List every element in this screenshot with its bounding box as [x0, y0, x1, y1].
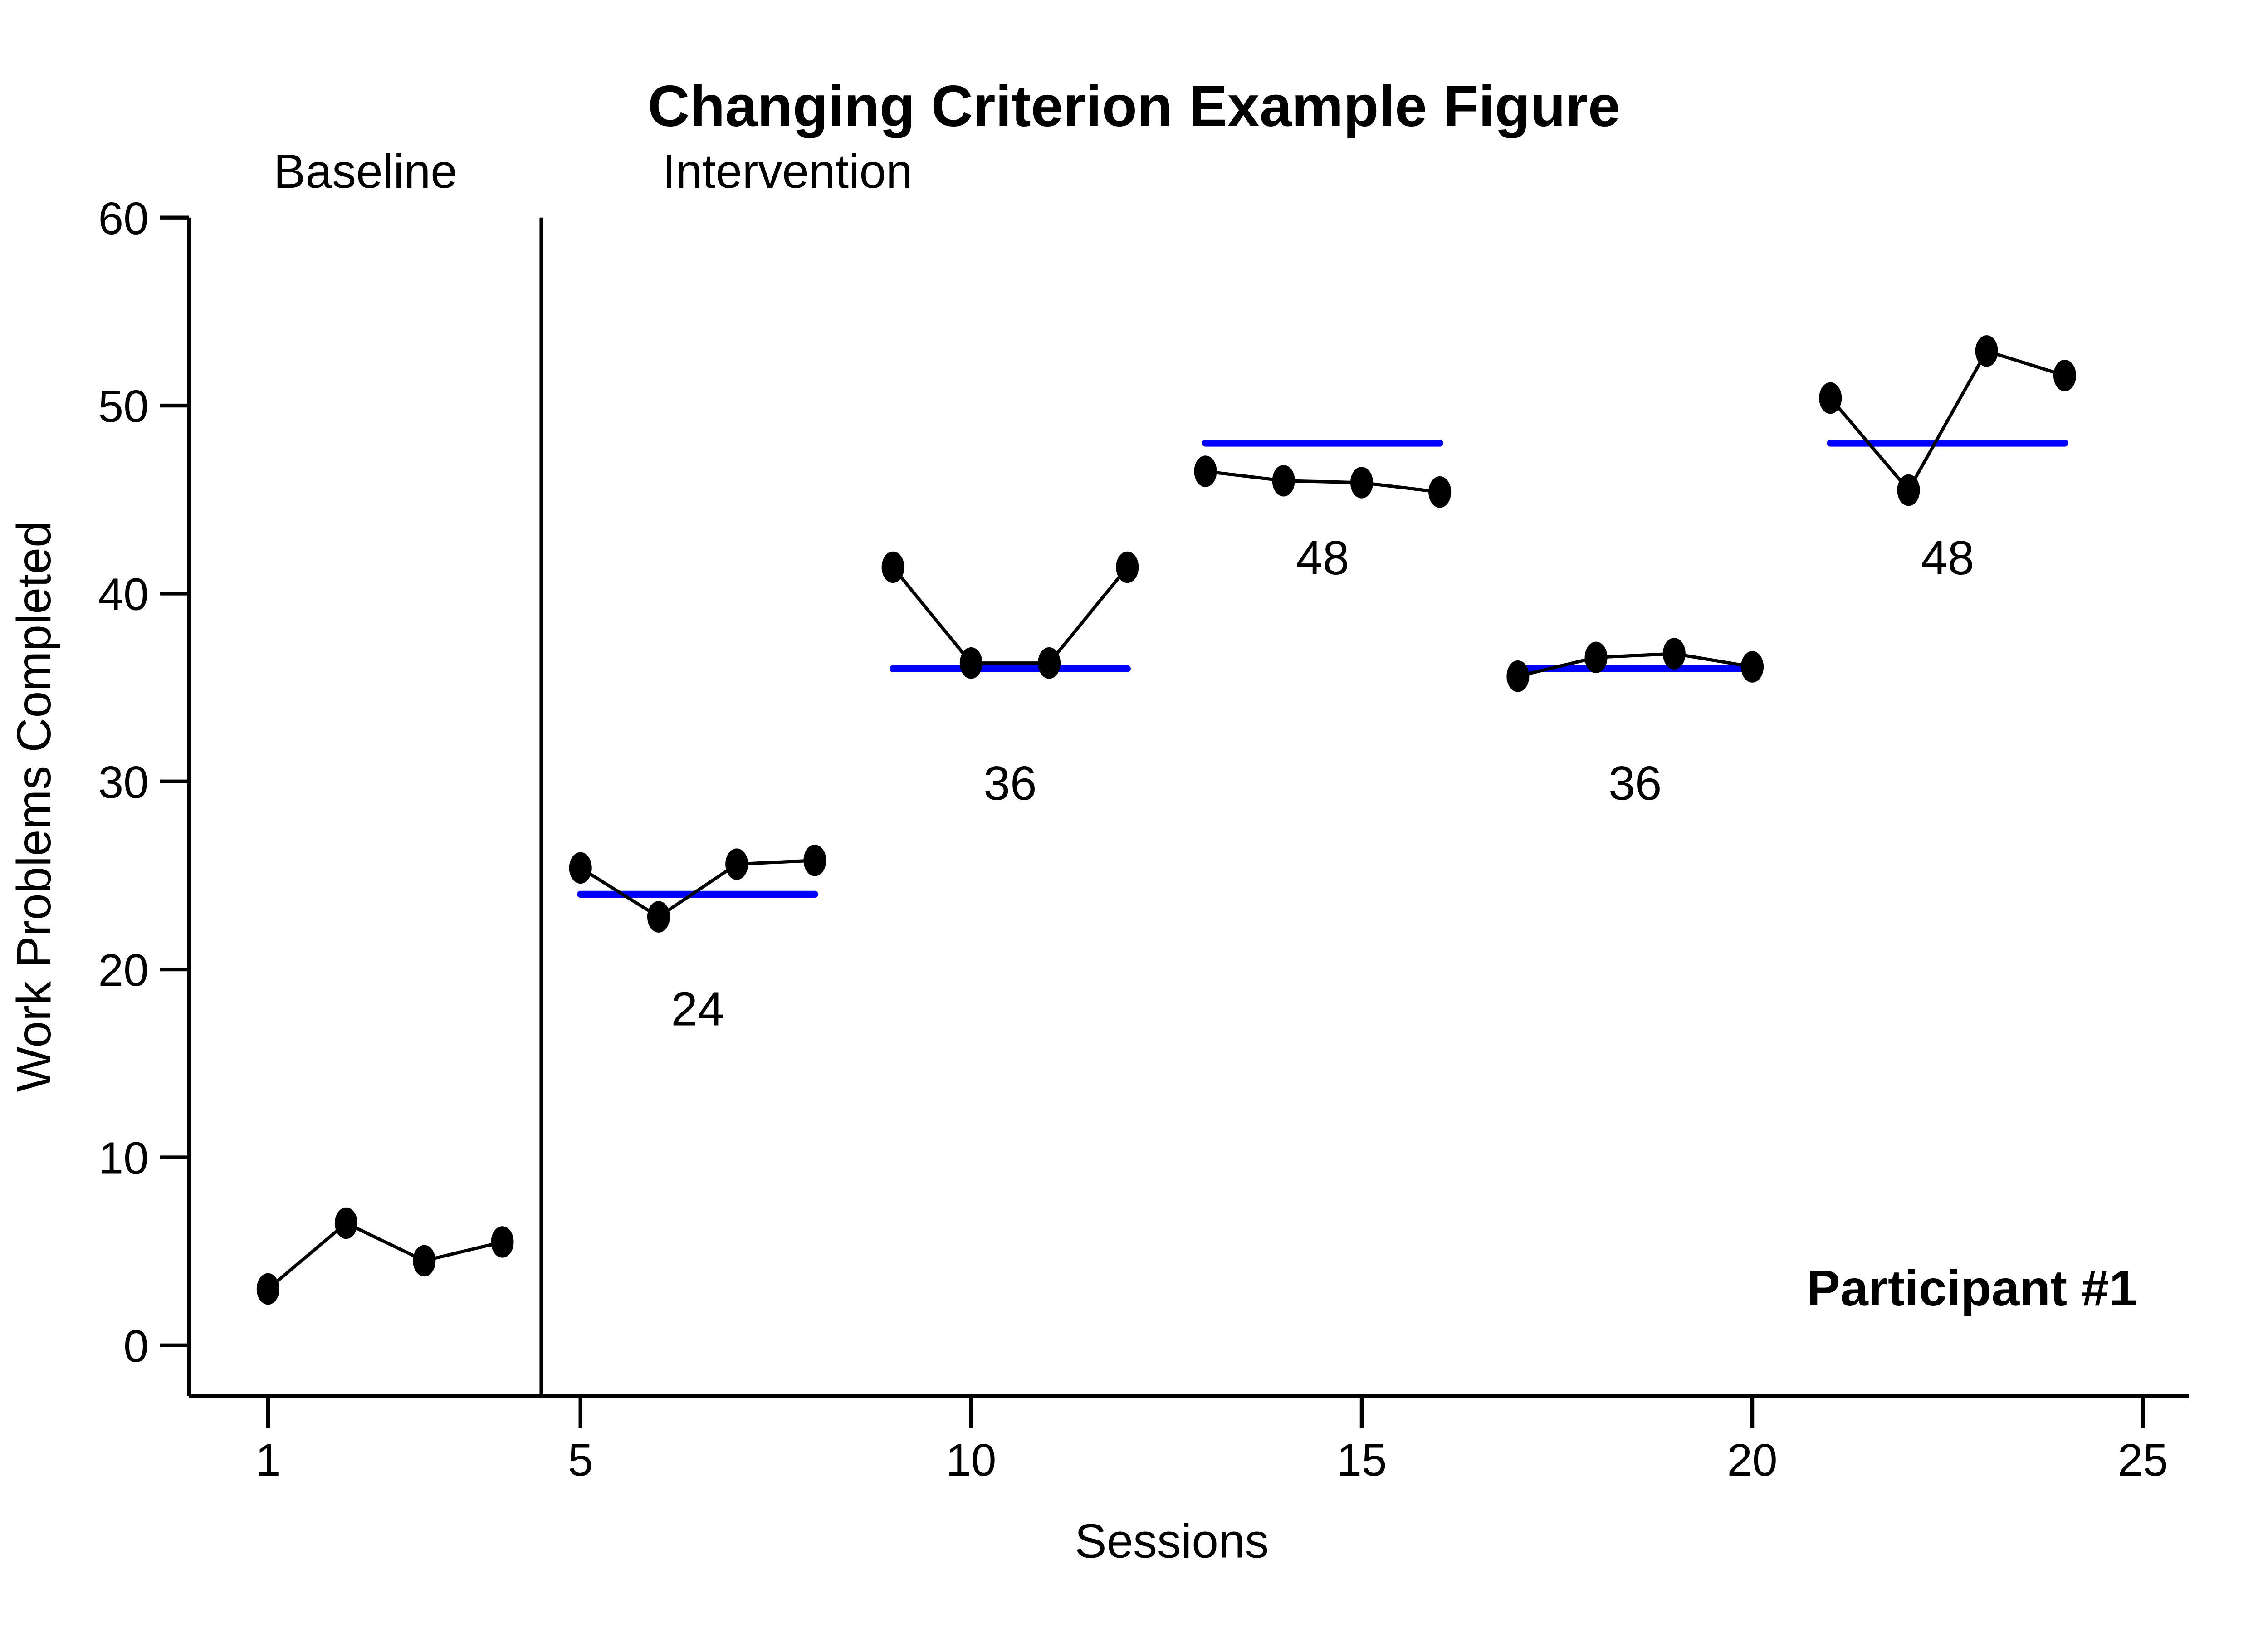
data-point	[959, 647, 982, 679]
data-point	[491, 1226, 514, 1258]
data-point	[1350, 467, 1373, 499]
chart-title: Changing Criterion Example Figure	[648, 74, 1620, 139]
criterion-value-label: 24	[671, 982, 724, 1036]
data-point	[1428, 476, 1452, 508]
y-tick-label: 10	[98, 1133, 149, 1184]
x-tick-label: 20	[1727, 1435, 1777, 1486]
participant-label: Participant #1	[1807, 1260, 2137, 1316]
data-point	[413, 1245, 436, 1277]
data-point	[2053, 360, 2076, 391]
data-point	[569, 852, 592, 884]
data-point	[1272, 465, 1295, 497]
data-point	[1819, 382, 1842, 414]
data-series	[256, 335, 2076, 1305]
criterion-value-label: 48	[1296, 531, 1349, 585]
data-point	[1741, 651, 1764, 683]
x-tick-label: 5	[568, 1435, 593, 1486]
y-tick-label: 60	[98, 193, 149, 244]
criterion-value-label: 36	[983, 757, 1036, 810]
data-point	[335, 1207, 358, 1239]
data-point	[1584, 641, 1608, 674]
x-tick-label: 10	[946, 1435, 996, 1486]
phase-data-line	[1829, 349, 2066, 493]
y-tick-label: 50	[98, 381, 149, 432]
phase-data-line	[1517, 652, 1753, 678]
data-point	[803, 845, 826, 876]
phase-data-line	[1205, 469, 1440, 494]
criterion-value-label: 36	[1608, 757, 1662, 810]
data-point	[1116, 551, 1139, 583]
data-point	[647, 901, 670, 933]
y-axis-title: Work Problems Completed	[7, 521, 61, 1092]
data-point	[1194, 455, 1217, 487]
data-point	[1662, 638, 1686, 670]
data-point	[881, 551, 904, 583]
baseline-phase-label: Baseline	[274, 145, 457, 198]
x-axis-title: Sessions	[1075, 1514, 1269, 1568]
phase-data-line	[267, 1221, 503, 1291]
data-point	[1038, 647, 1061, 679]
data-point	[725, 848, 748, 880]
data-point	[1506, 660, 1530, 692]
y-tick-label: 0	[123, 1321, 149, 1372]
phase-data-line	[579, 859, 815, 919]
data-point	[1897, 474, 1920, 506]
x-tick-label: 25	[2118, 1435, 2168, 1486]
y-tick-label: 20	[98, 945, 149, 996]
x-tick-label: 15	[1336, 1435, 1387, 1486]
intervention-phase-label: Intervention	[662, 145, 913, 198]
y-tick-label: 30	[98, 757, 149, 808]
x-tick-label: 1	[255, 1435, 281, 1486]
criterion-lines: 24 36 48 36 48	[577, 440, 2068, 1036]
phase-data-line	[891, 566, 1129, 665]
criterion-value-label: 48	[1921, 531, 1974, 585]
y-tick-label: 40	[98, 569, 149, 620]
data-point	[256, 1273, 279, 1305]
data-point	[1975, 335, 1998, 367]
